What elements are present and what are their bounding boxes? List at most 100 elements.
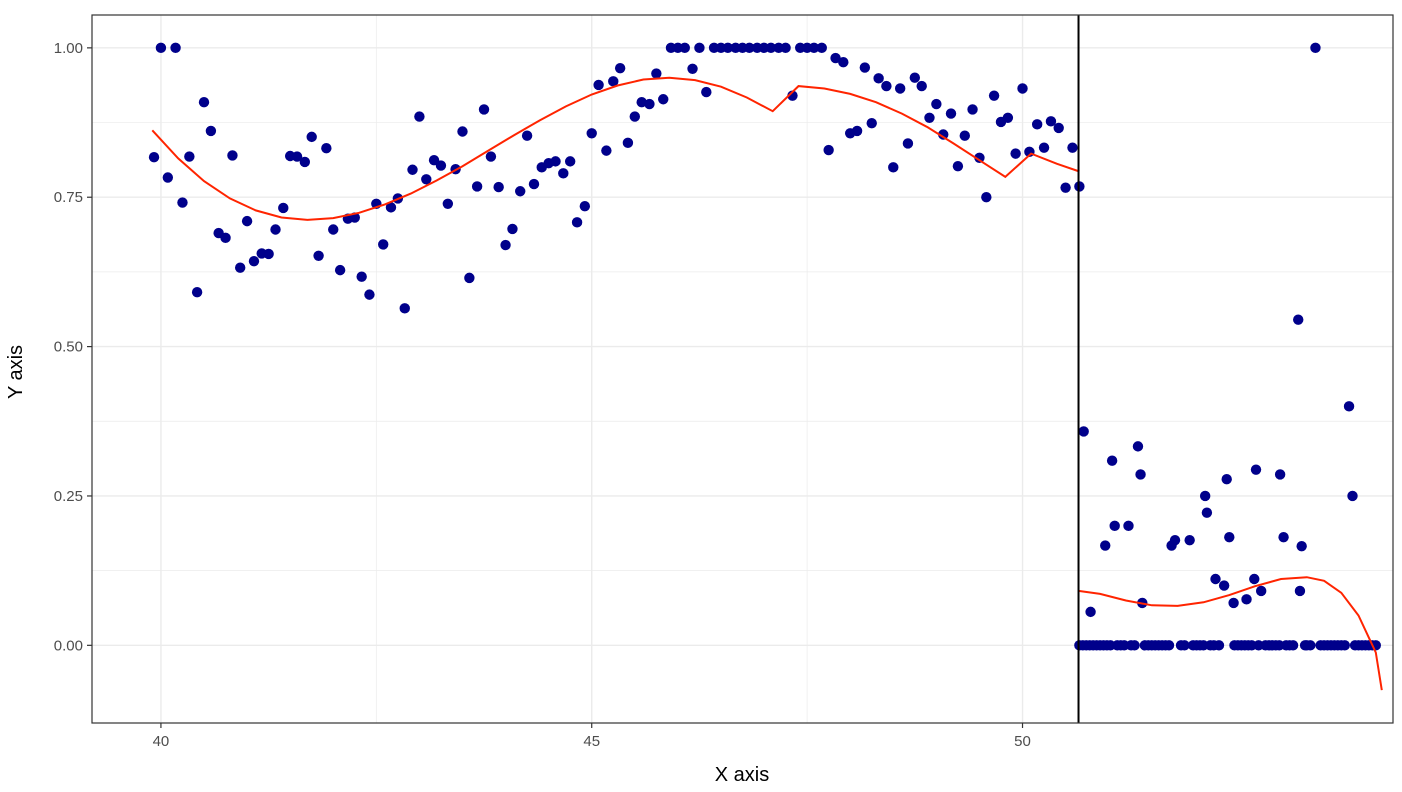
- data-point: [1060, 182, 1071, 193]
- data-point: [614, 62, 626, 74]
- data-point: [787, 90, 798, 101]
- data-point: [938, 129, 949, 140]
- data-point: [1287, 640, 1299, 651]
- data-point: [808, 42, 820, 54]
- data-point: [571, 217, 583, 228]
- data-point: [636, 97, 647, 108]
- data-point: [1210, 573, 1221, 585]
- data-point: [593, 79, 604, 91]
- data-point: [1123, 520, 1134, 532]
- data-point: [1132, 441, 1144, 452]
- data-point: [1218, 580, 1230, 591]
- data-point: [1305, 640, 1316, 651]
- data-point: [378, 239, 389, 250]
- data-point: [1201, 507, 1213, 518]
- data-point: [234, 262, 246, 273]
- data-point: [1053, 122, 1064, 134]
- data-point: [507, 223, 518, 235]
- data-point: [1293, 314, 1304, 325]
- data-point: [1106, 455, 1118, 466]
- x-tick-label: 40: [153, 733, 170, 750]
- data-point: [1017, 83, 1028, 94]
- data-point: [321, 143, 332, 154]
- data-point: [1347, 490, 1358, 502]
- data-point: [816, 42, 827, 54]
- data-point: [881, 80, 892, 92]
- data-point: [579, 200, 591, 212]
- data-point: [478, 104, 490, 115]
- data-point: [1294, 585, 1306, 597]
- data-point: [1002, 112, 1014, 123]
- data-point: [270, 224, 281, 235]
- data-point: [679, 42, 690, 54]
- data-point: [1169, 534, 1181, 546]
- fit-line-right: [1079, 576, 1383, 691]
- data-point: [629, 111, 641, 122]
- y-tick-label: 0.00: [54, 637, 83, 654]
- data-point: [1199, 490, 1211, 502]
- data-point: [500, 239, 511, 251]
- ticks-layer: 40 45 50 0.00 0.25 0.50 0.75 1.00: [54, 40, 1031, 750]
- data-point: [1135, 469, 1146, 480]
- data-point: [1078, 426, 1089, 437]
- data-point: [421, 174, 432, 185]
- data-point: [1163, 640, 1175, 651]
- data-point: [291, 151, 303, 162]
- data-point: [722, 42, 734, 54]
- data-point: [414, 111, 425, 122]
- data-point: [959, 130, 970, 141]
- data-point: [1224, 531, 1235, 543]
- data-point: [1250, 464, 1262, 475]
- y-tick-label: 0.75: [54, 189, 83, 206]
- data-point: [493, 181, 504, 193]
- data-point: [356, 271, 367, 282]
- data-point: [608, 76, 619, 87]
- data-point: [399, 303, 410, 314]
- data-point: [780, 42, 791, 54]
- data-point: [902, 138, 914, 149]
- data-point: [651, 68, 662, 79]
- data-point: [241, 215, 253, 227]
- data-point: [1085, 606, 1096, 618]
- points-layer: [148, 42, 1381, 651]
- lines-layer: [151, 15, 1383, 723]
- data-point: [442, 198, 454, 209]
- data-point: [1310, 42, 1321, 54]
- data-point: [931, 98, 942, 110]
- data-point: [407, 164, 418, 175]
- data-point: [687, 63, 698, 74]
- data-point: [622, 137, 634, 149]
- data-point: [162, 172, 174, 183]
- data-point: [155, 42, 167, 54]
- data-point: [1241, 594, 1252, 605]
- data-point: [894, 83, 906, 94]
- data-point: [1278, 531, 1289, 543]
- data-point: [170, 42, 181, 54]
- data-point: [586, 128, 597, 139]
- data-point: [644, 98, 655, 110]
- x-tick-label: 50: [1014, 733, 1031, 750]
- data-point: [334, 264, 346, 276]
- data-point: [1339, 640, 1350, 651]
- data-point: [1249, 573, 1260, 585]
- data-point: [916, 80, 927, 92]
- data-point: [1255, 585, 1267, 597]
- data-point: [981, 192, 992, 203]
- data-point: [823, 144, 834, 156]
- data-point: [945, 108, 957, 119]
- data-point: [328, 224, 339, 235]
- data-point: [1038, 142, 1050, 153]
- data-point: [205, 125, 217, 137]
- data-point: [1221, 474, 1232, 485]
- data-point: [694, 42, 705, 54]
- data-point: [974, 152, 985, 163]
- y-tick-label: 1.00: [54, 40, 83, 57]
- y-tick-label: 0.25: [54, 488, 83, 505]
- data-point: [471, 181, 483, 192]
- x-axis-title: X axis: [715, 764, 769, 786]
- data-point: [550, 156, 561, 167]
- data-point: [1045, 116, 1057, 127]
